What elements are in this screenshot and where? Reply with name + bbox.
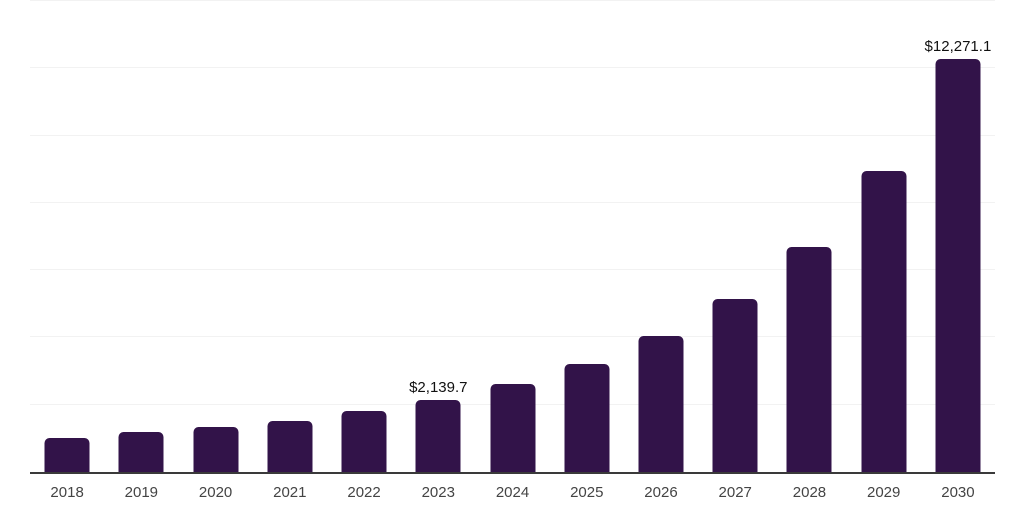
bar-slot — [550, 1, 624, 472]
gridline — [30, 269, 995, 271]
x-tick-2025: 2025 — [570, 484, 604, 501]
bar-2021 — [267, 420, 313, 472]
x-tick-2028: 2028 — [792, 484, 827, 501]
bar-2018 — [44, 437, 90, 472]
bar-2028 — [786, 246, 832, 472]
x-tick-2029: 2029 — [867, 484, 901, 501]
gridline — [30, 0, 995, 1]
bar-slot — [624, 1, 698, 472]
bar-slot — [178, 1, 252, 472]
bar-slot — [253, 1, 327, 472]
bar-slot — [847, 1, 921, 472]
bar-slot — [104, 1, 178, 472]
value-label-2030: $12,271.1 — [924, 38, 992, 56]
gridline — [30, 201, 995, 203]
gridline — [30, 134, 995, 136]
plot-area: $2,139.7 $12,271.1 — [30, 0, 995, 474]
bar-2020 — [193, 427, 239, 472]
bar-slot — [30, 1, 104, 472]
x-tick-2026: 2026 — [644, 484, 678, 501]
bar-2030: $12,271.1 — [925, 38, 991, 472]
bar-2027 — [712, 298, 758, 472]
bars-container: $2,139.7 $12,271.1 — [30, 1, 995, 472]
bar-2023: $2,139.7 — [409, 379, 467, 472]
x-tick-2024: 2024 — [495, 484, 530, 501]
bar-slot: $12,271.1 — [921, 1, 995, 472]
value-label-2023: $2,139.7 — [409, 379, 468, 397]
x-tick-2020: 2020 — [198, 484, 233, 501]
gridline — [30, 336, 995, 338]
x-tick-2027: 2027 — [718, 484, 752, 501]
x-tick-2023: 2023 — [421, 484, 455, 501]
bar-2024 — [490, 384, 536, 472]
x-tick-2022: 2022 — [347, 484, 381, 501]
bar-2019 — [118, 432, 164, 472]
x-tick-2021: 2021 — [273, 484, 307, 501]
bar-slot — [475, 1, 549, 472]
x-tick-2018: 2018 — [50, 484, 84, 501]
x-axis: 2018 2019 2020 2021 2022 2023 2024 2025 2026 2027… — [30, 484, 995, 501]
bar-slot — [772, 1, 846, 472]
bar-2022 — [341, 410, 387, 472]
x-tick-2030: 2030 — [941, 484, 975, 501]
bar-slot — [698, 1, 772, 472]
bar-slot — [327, 1, 401, 472]
bar-2026 — [638, 335, 684, 472]
bar-2025 — [564, 364, 610, 472]
x-tick-2019: 2019 — [124, 484, 159, 501]
gridline — [30, 67, 995, 69]
bar-2029 — [861, 170, 907, 472]
bar-slot: $2,139.7 — [401, 1, 475, 472]
